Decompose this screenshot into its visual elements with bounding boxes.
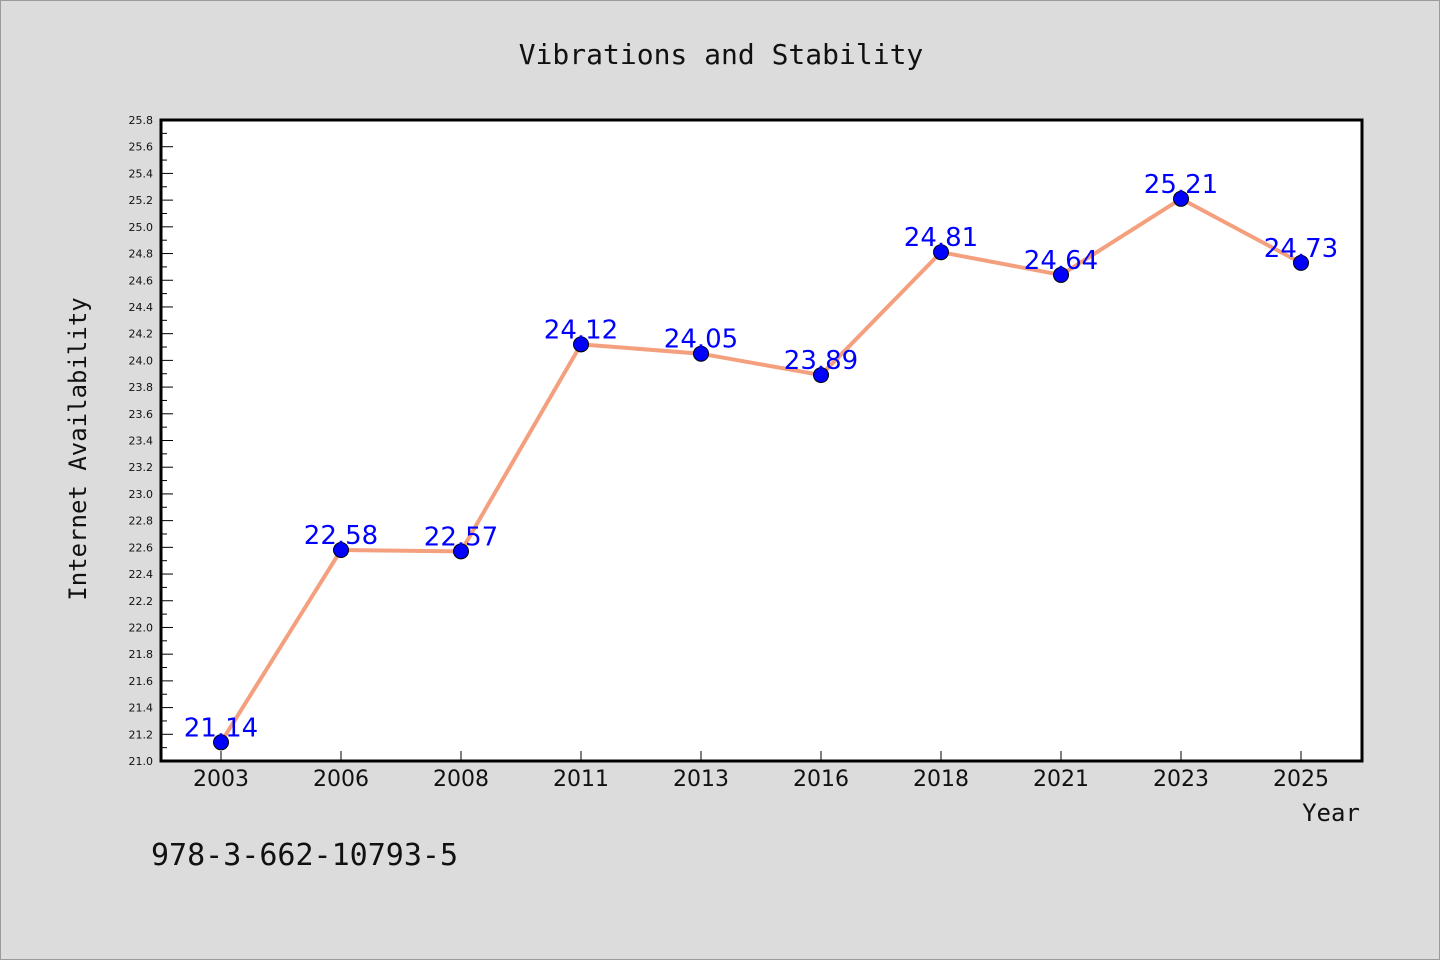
x-tick-label: 2008 [433,767,489,792]
series-line [219,196,1302,744]
y-tick-label: 22.0 [129,621,154,634]
x-tick-label: 2021 [1033,767,1089,792]
y-tick-label: 25.2 [129,194,154,207]
y-tick-label: 21.2 [129,728,154,741]
data-point [693,345,709,362]
data-label: 22.57 [424,522,498,552]
y-tick-label: 21.8 [129,648,154,661]
y-tick-label: 22.6 [129,541,154,554]
caption-text: 978-3-662-10793-5 [151,838,458,873]
data-point [573,336,589,353]
plot-area [159,118,1364,763]
series-group: 21.14 22.58 22.57 24.12 24.05 23.89 24.81 24.64… [184,170,1338,751]
y-tick-label: 23.0 [129,488,154,501]
x-tick-label: 2018 [913,767,969,792]
y-tick-label: 24.6 [129,274,154,287]
x-tick-label: 2025 [1273,767,1329,792]
y-tick-label: 24.0 [129,354,154,367]
y-tick-label: 21.4 [129,702,154,715]
x-tick-label: 2011 [553,767,609,792]
y-tick-label: 24.8 [129,248,154,261]
data-label: 25.21 [1144,170,1218,200]
data-point [1053,266,1069,283]
y-tick-label: 21.6 [129,675,154,688]
data-point [813,367,829,384]
y-tick-label: 23.2 [129,461,154,474]
data-label: 23.89 [784,346,858,376]
x-tick-label: 2023 [1153,767,1209,792]
y-tick-label: 25.8 [129,114,154,127]
y-tick-label: 22.4 [129,568,154,581]
y-tick-label: 23.4 [129,435,154,448]
data-point [453,543,469,560]
x-axis-label: Year [1302,799,1360,827]
y-tick-label: 25.0 [129,221,154,234]
x-tick-label: 2006 [313,767,369,792]
data-label: 24.05 [664,325,738,355]
y-tick-label: 23.6 [129,408,154,421]
data-label: 24.73 [1264,234,1338,264]
x-tick-label: 2016 [793,767,849,792]
data-label: 24.64 [1024,246,1098,276]
data-point [333,542,349,559]
data-point [933,244,949,261]
x-tick-label: 2003 [193,767,249,792]
data-point [1173,190,1189,207]
y-tick-label: 23.8 [129,381,154,394]
y-tick-label: 21.0 [129,755,154,768]
y-tick-label: 22.8 [129,515,154,528]
y-tick-label: 22.2 [129,595,154,608]
y-tick-label: 25.4 [129,167,154,180]
y-tick-label: 24.2 [129,328,154,341]
x-axis: 2003 2006 2008 2011 2013 2016 2018 2021 2023 2025 [193,751,1329,792]
data-label: 24.81 [904,223,978,253]
y-tick-label: 25.6 [129,141,154,154]
data-point [1293,254,1309,271]
chart-title: Vibrations and Stability [519,38,924,71]
y-tick-label: 24.4 [129,301,154,314]
data-label: 21.14 [184,713,258,743]
y-axis-label: Internet Availability [64,297,92,600]
data-label: 24.12 [544,315,618,345]
data-label: 22.58 [304,521,378,551]
x-tick-label: 2013 [673,767,729,792]
y-axis: 21.0 21.2 21.4 21.6 21.8 22.0 22.2 22.4 22.6 22.8… [129,114,173,768]
data-point [213,734,229,751]
